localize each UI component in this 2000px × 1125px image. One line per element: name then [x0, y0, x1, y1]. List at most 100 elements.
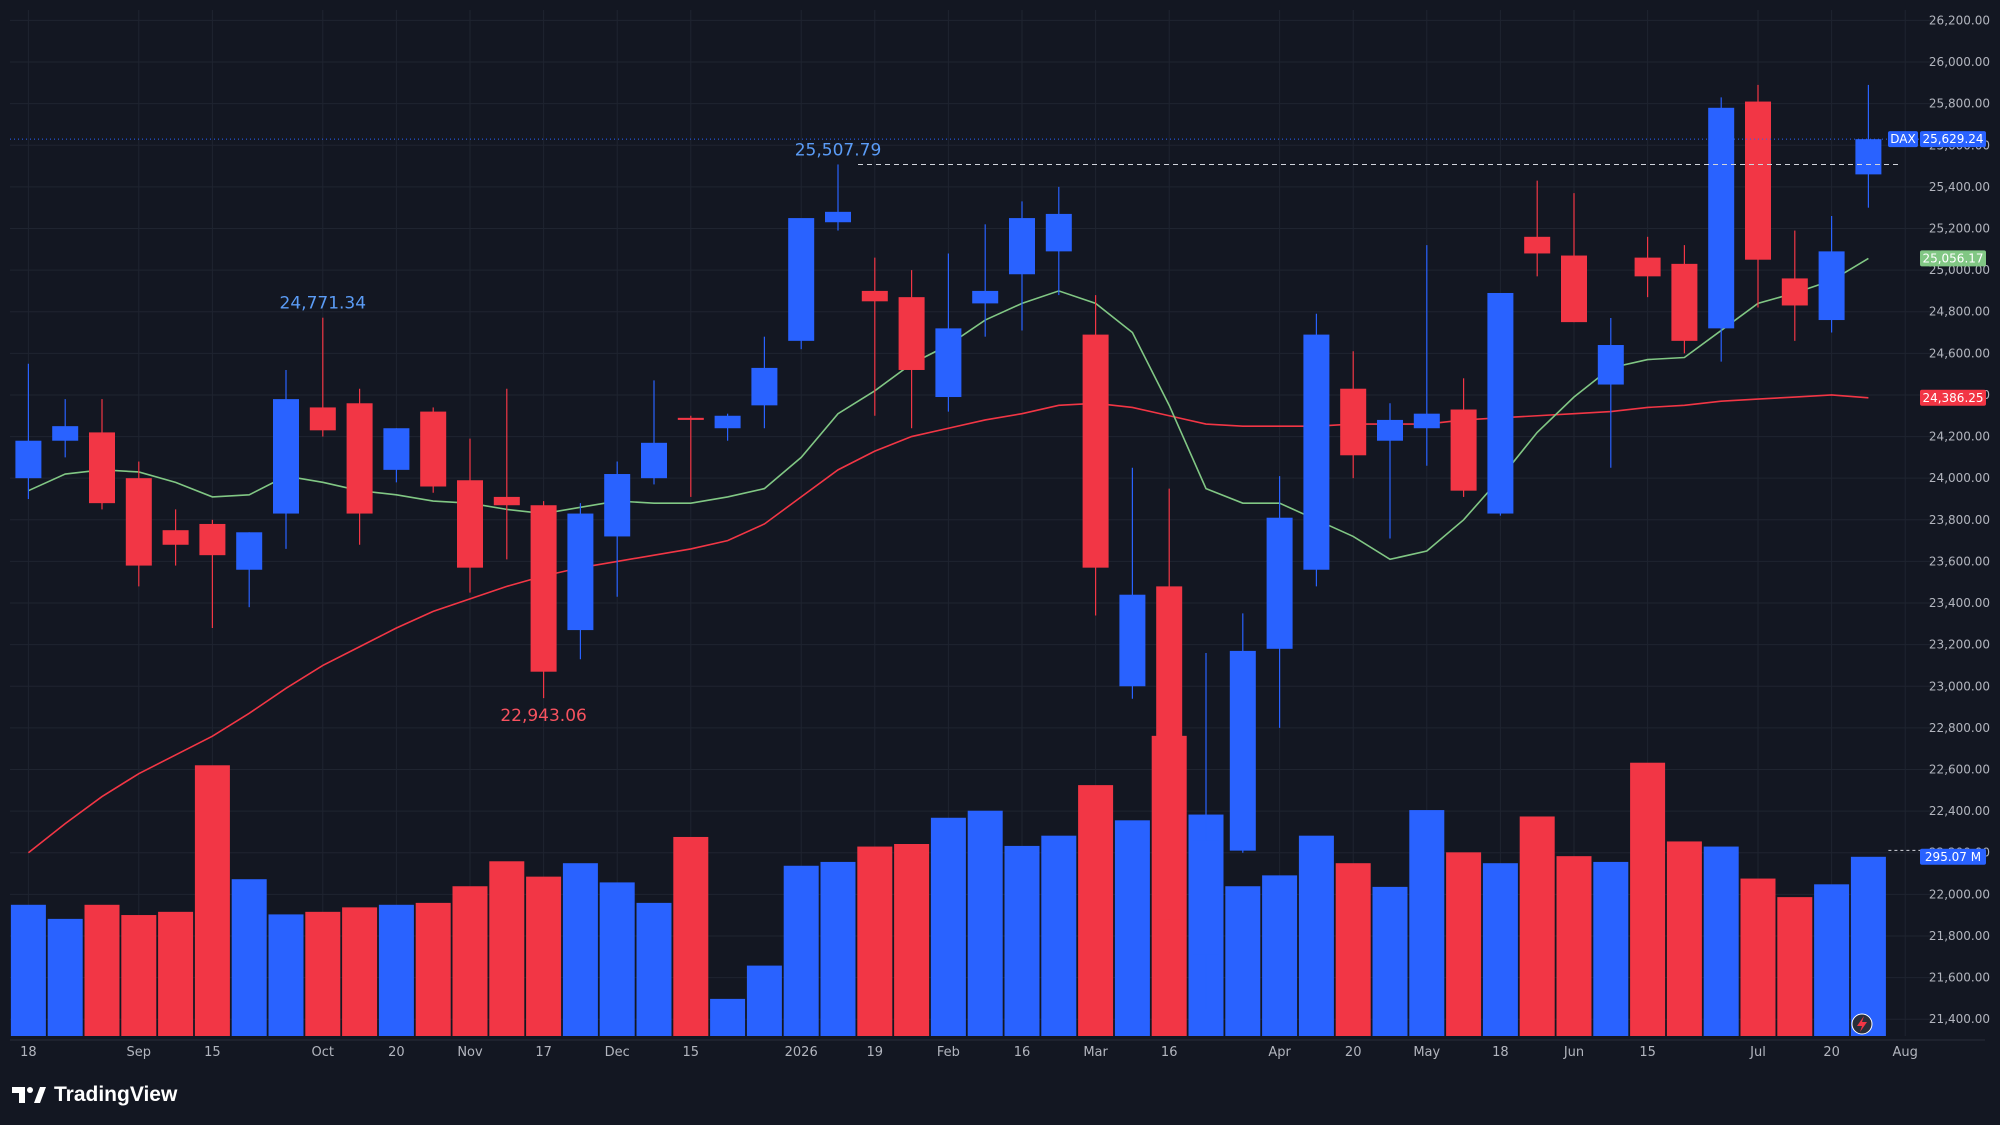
candle-body: [935, 328, 962, 398]
x-tick-label: 20: [1823, 1045, 1840, 1060]
volume-bar: [231, 879, 267, 1036]
candle-body: [861, 290, 888, 302]
volume-bar: [10, 904, 46, 1036]
y-tick-label: 24,800.00: [1929, 305, 1990, 319]
volume-bar: [967, 810, 1003, 1036]
y-tick-label: 23,000.00: [1929, 679, 1990, 693]
candle-body: [1855, 139, 1882, 175]
price-tag-value: 25,056.17: [1922, 251, 1983, 265]
x-tick-label: 15: [683, 1045, 700, 1060]
candle-body: [1708, 107, 1735, 329]
volume-bar: [1078, 785, 1114, 1036]
candle-body: [1082, 334, 1109, 568]
candle-body: [1597, 345, 1624, 385]
volume-bar: [1703, 846, 1739, 1036]
candlestick-chart[interactable]: 24,771.34 22,943.06 25,507.79 21,400.00 21,…: [0, 0, 2000, 1070]
candle-body: [1303, 334, 1330, 570]
candle-body: [1524, 236, 1551, 254]
ma-slow-line: [27, 394, 1869, 854]
y-tick-label: 25,400.00: [1929, 180, 1990, 194]
candle-body: [825, 211, 851, 223]
candle-body: [1818, 251, 1845, 321]
volume-bar: [857, 846, 893, 1036]
price-tag: [1920, 131, 1986, 148]
price-tag: [1920, 389, 1986, 406]
volume-bar: [526, 876, 562, 1036]
candle-body: [788, 218, 815, 341]
x-tick-label: Mar: [1083, 1045, 1108, 1060]
volume-bar: [894, 844, 930, 1036]
symbol-tag: [1888, 131, 1918, 148]
volume-bar: [489, 861, 525, 1036]
candle-body: [383, 428, 410, 470]
volume-bar: [1482, 863, 1518, 1036]
symbol-tag-label: DAX: [1890, 132, 1915, 146]
price-tag-value: 25,629.24: [1922, 132, 1983, 146]
candle-body: [309, 407, 336, 431]
x-tick-label: Oct: [312, 1045, 334, 1060]
x-tick-label: Feb: [937, 1045, 960, 1060]
candle-body: [677, 417, 704, 420]
candle-body: [1045, 213, 1072, 252]
x-tick-label: 16: [1014, 1045, 1031, 1060]
volume-bar: [268, 914, 304, 1036]
y-tick-label: 22,000.00: [1929, 887, 1990, 901]
y-tick-label: 26,200.00: [1929, 13, 1990, 27]
candle-body: [641, 442, 667, 479]
volume-bar: [415, 902, 451, 1036]
tradingview-logo[interactable]: TradingView: [12, 1083, 177, 1107]
volume-bar: [452, 886, 488, 1036]
volume-bar: [1556, 856, 1592, 1036]
volume-bar: [636, 902, 672, 1036]
volume-bar: [710, 998, 746, 1036]
volume-bar: [746, 965, 782, 1036]
candle-body: [1377, 419, 1403, 441]
candle-body: [972, 290, 999, 304]
x-tick-label: Dec: [605, 1045, 630, 1060]
y-tick-label: 22,400.00: [1929, 804, 1990, 818]
candle-body: [1156, 586, 1183, 920]
x-tick-label: Aug: [1893, 1045, 1918, 1060]
candle-body: [457, 480, 483, 568]
tradingview-logo-text: TradingView: [54, 1083, 178, 1106]
price-annotation: 22,943.06: [500, 706, 587, 726]
candle-body: [1634, 257, 1661, 277]
candle-body: [52, 426, 79, 441]
x-tick-label: 15: [1639, 1045, 1656, 1060]
candle-body: [1781, 278, 1808, 306]
x-tick-label: 18: [20, 1045, 37, 1060]
lightning-icon[interactable]: [1851, 1013, 1873, 1035]
volume-bar: [820, 861, 856, 1036]
y-tick-label: 26,000.00: [1929, 55, 1990, 69]
volume-bar: [1409, 810, 1445, 1036]
y-tick-label: 23,600.00: [1929, 554, 1990, 568]
y-tick-label: 23,800.00: [1929, 513, 1990, 527]
candle-body: [273, 399, 299, 514]
price-tags: 25,629.24 DAX 25,056.17 24,386.25 295.07 M: [1851, 131, 1986, 1035]
y-tick-label: 23,400.00: [1929, 596, 1990, 610]
y-tick-label: 24,000.00: [1929, 471, 1990, 485]
volume-bar: [342, 907, 378, 1036]
x-tick-label: 19: [867, 1045, 884, 1060]
candle-body: [1009, 218, 1035, 275]
x-tick-label: 18: [1492, 1045, 1509, 1060]
candle-body: [493, 496, 520, 506]
x-tick-label: 17: [535, 1045, 552, 1060]
y-tick-label: 25,200.00: [1929, 221, 1990, 235]
x-tick-label: Jul: [1749, 1045, 1766, 1060]
x-tick-label: Nov: [457, 1045, 483, 1060]
price-tag-value: 295.07 M: [1925, 850, 1981, 864]
y-tick-label: 25,000.00: [1929, 263, 1990, 277]
candle-body: [1193, 840, 1219, 955]
volume-bar: [305, 911, 341, 1036]
candle-body: [1340, 388, 1367, 456]
candles: [15, 84, 1882, 1009]
candle-body: [1561, 255, 1587, 323]
candle-body: [199, 523, 226, 556]
x-tick-label: 15: [204, 1045, 221, 1060]
candle-body: [1229, 650, 1256, 851]
volume-bar: [158, 911, 194, 1036]
x-tick-label: Jun: [1563, 1045, 1584, 1060]
volume-bar: [84, 904, 120, 1036]
volume-bar: [47, 918, 83, 1036]
